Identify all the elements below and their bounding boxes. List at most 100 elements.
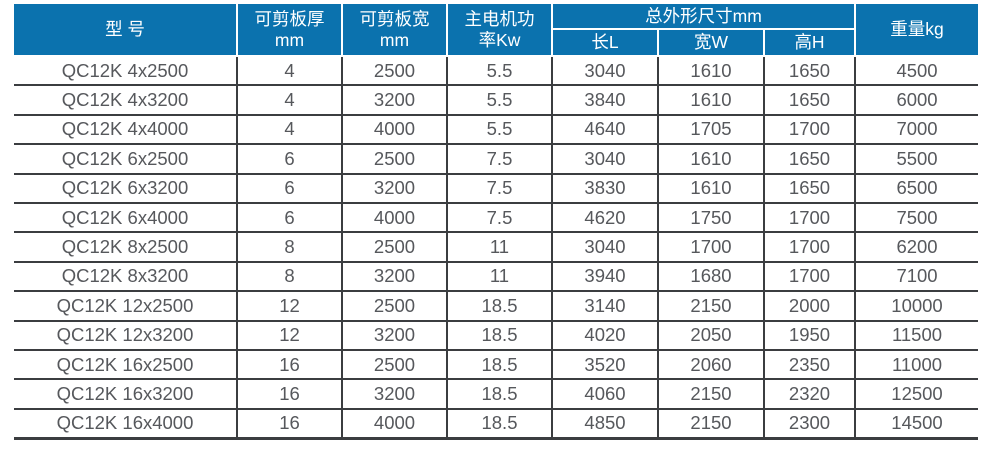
cell-thickness: 16: [236, 378, 343, 410]
header-label-thickness: 可剪板厚: [254, 8, 325, 29]
cell-model: QC12K 16x2500: [14, 348, 238, 381]
header-cell-dim-width: 宽W: [657, 28, 765, 57]
cell-model: QC12K 12x3200: [14, 319, 238, 351]
table-row: QC12K 8x2500 8 2500 11 3040 1700 1700 62…: [14, 231, 979, 263]
cell-thickness: 6: [236, 143, 343, 175]
cell-model: QC12K 6x3200: [14, 172, 238, 204]
table-row: QC12K 6x3200 6 3200 7.5 3830 1610 1650 6…: [14, 172, 979, 204]
cell-width-overall: 1610: [657, 143, 765, 175]
cell-model: QC12K 12x2500: [14, 290, 238, 322]
header-label-thickness-unit: mm: [274, 29, 305, 50]
cell-weight: 5500: [854, 143, 979, 175]
cell-thickness: 12: [236, 319, 343, 351]
cell-model: QC12K 4x3200: [14, 84, 238, 116]
cell-width: 2500: [341, 290, 448, 322]
header-label-width: 可剪板宽: [359, 8, 430, 29]
cell-height: 2320: [762, 378, 857, 410]
cell-height: 1700: [762, 260, 857, 293]
table-row: QC12K 6x2500 6 2500 7.5 3040 1610 1650 5…: [14, 143, 979, 175]
cell-width: 4000: [341, 407, 448, 441]
cell-thickness: 8: [236, 231, 343, 263]
cell-model: QC12K 16x3200: [14, 378, 238, 410]
cell-power: 5.5: [446, 84, 553, 116]
cell-length: 4020: [551, 319, 659, 351]
cell-width-overall: 2150: [657, 290, 765, 322]
cell-length: 3520: [551, 348, 659, 381]
cell-width: 2500: [341, 348, 448, 381]
cell-thickness: 16: [236, 348, 343, 381]
cell-thickness: 4: [236, 84, 343, 116]
cell-width: 4000: [341, 201, 448, 234]
header-cell-dimensions: 总外形尺寸mm: [550, 4, 857, 30]
cell-height: 1700: [762, 231, 857, 263]
table-row: QC12K 12x3200 12 3200 18.5 4020 2050 195…: [14, 319, 979, 351]
cell-height: 1950: [762, 319, 857, 351]
spec-table-body: QC12K 4x2500 4 2500 5.5 3040 1610 1650 4…: [14, 56, 979, 441]
cell-height: 1700: [762, 113, 857, 146]
table-row: QC12K 16x4000 16 4000 18.5 4850 2150 230…: [14, 407, 979, 441]
table-row: QC12K 12x2500 12 2500 18.5 3140 2150 200…: [14, 290, 979, 322]
header-cell-thickness: 可剪板厚 mm: [236, 4, 343, 57]
cell-width: 2500: [341, 143, 448, 175]
cell-width-overall: 2150: [657, 407, 765, 441]
table-row: QC12K 16x3200 16 3200 18.5 4060 2150 232…: [14, 378, 979, 410]
cell-length: 3840: [551, 84, 659, 116]
cell-length: 4620: [551, 201, 659, 234]
table-row: QC12K 4x3200 4 3200 5.5 3840 1610 1650 6…: [14, 84, 979, 116]
header-label-dim-height: 高H: [794, 32, 825, 53]
cell-model: QC12K 4x4000: [14, 113, 238, 146]
cell-length: 4640: [551, 113, 659, 146]
cell-length: 3830: [551, 172, 659, 204]
cell-power: 5.5: [446, 113, 553, 146]
cell-length: 3040: [551, 231, 659, 263]
cell-width-overall: 1610: [657, 56, 765, 87]
cell-model: QC12K 6x2500: [14, 143, 238, 175]
header-cell-weight: 重量kg: [854, 4, 979, 57]
cell-height: 1650: [762, 84, 857, 116]
cell-width: 2500: [341, 231, 448, 263]
cell-power: 7.5: [446, 201, 553, 234]
header-label-weight: 重量kg: [890, 19, 944, 40]
cell-width: 3200: [341, 84, 448, 116]
cell-model: QC12K 16x4000: [14, 407, 238, 441]
cell-weight: 10000: [854, 290, 979, 322]
cell-thickness: 16: [236, 407, 343, 441]
header-cell-model: 型 号: [14, 4, 238, 57]
cell-length: 3140: [551, 290, 659, 322]
cell-width: 3200: [341, 260, 448, 293]
header-row-top: 型 号 可剪板厚 mm 可剪板宽 mm 主电机功 率Kw 总外形尺寸mm: [14, 4, 979, 57]
cell-width-overall: 1750: [657, 201, 765, 234]
table-row: QC12K 8x3200 8 3200 11 3940 1680 1700 71…: [14, 260, 979, 293]
machine-spec-table: 型 号 可剪板厚 mm 可剪板宽 mm 主电机功 率Kw 总外形尺寸mm: [14, 4, 979, 441]
header-cell-width: 可剪板宽 mm: [341, 4, 448, 57]
cell-power: 18.5: [446, 348, 553, 381]
cell-power: 18.5: [446, 290, 553, 322]
cell-weight: 11500: [854, 319, 979, 351]
header-label-width-unit: mm: [379, 29, 410, 50]
header-cell-power: 主电机功 率Kw: [446, 4, 553, 57]
cell-weight: 6500: [854, 172, 979, 204]
cell-power: 7.5: [446, 172, 553, 204]
header-label-model: 型 号: [105, 19, 145, 40]
cell-power: 18.5: [446, 319, 553, 351]
table-row: QC12K 6x4000 6 4000 7.5 4620 1750 1700 7…: [14, 201, 979, 234]
table-row: QC12K 4x2500 4 2500 5.5 3040 1610 1650 4…: [14, 56, 979, 87]
cell-width-overall: 1680: [657, 260, 765, 293]
cell-width-overall: 2060: [657, 348, 765, 381]
cell-power: 7.5: [446, 143, 553, 175]
cell-width: 4000: [341, 113, 448, 146]
header-cell-dim-length: 长L: [551, 28, 659, 57]
cell-length: 3040: [551, 56, 659, 87]
header-label-dim-width: 宽W: [693, 32, 729, 53]
cell-thickness: 12: [236, 290, 343, 322]
cell-width-overall: 2050: [657, 319, 765, 351]
cell-height: 1700: [762, 201, 857, 234]
cell-width-overall: 1705: [657, 113, 765, 146]
cell-model: QC12K 6x4000: [14, 201, 238, 234]
cell-model: QC12K 8x2500: [14, 231, 238, 263]
cell-length: 3040: [551, 143, 659, 175]
cell-width-overall: 1610: [657, 84, 765, 116]
header-cell-dim-height: 高H: [762, 28, 857, 57]
cell-width: 3200: [341, 319, 448, 351]
cell-thickness: 4: [236, 113, 343, 146]
